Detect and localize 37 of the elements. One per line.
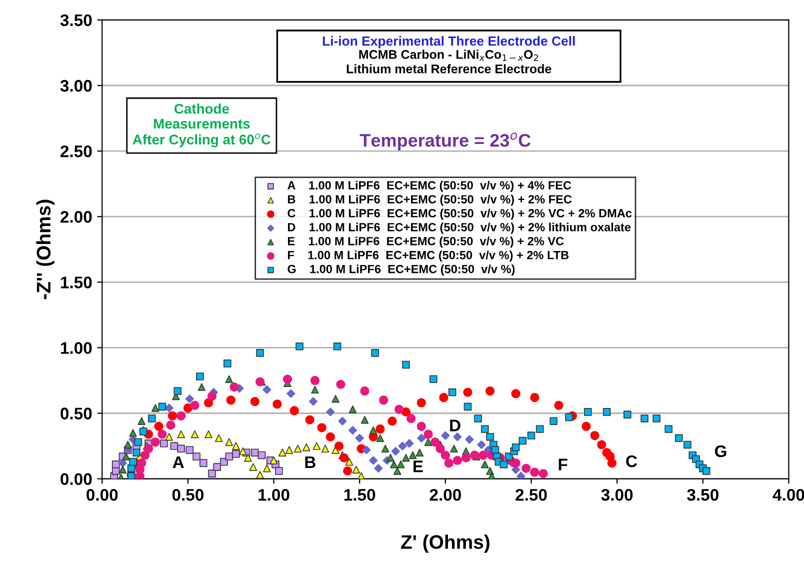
annotation: G [714,445,726,458]
text: MCMB Carbon - LiNi$_{x}$Co$_{1−x}$O$_{2}$ Lithium metal Reference Electrode [346,50,552,74]
y-tick-label: 0.50 [60,408,92,420]
x-tick-label: 2.50 [516,488,547,501]
x-tick-label: 0.00 [86,488,118,501]
y-tick-label: 1.00 [61,342,92,354]
x-tick-label: 3.50 [687,488,718,501]
y-tick-label: 3.00 [60,80,92,92]
legend-label: F 1.00 M LiPF6 EC+EMC (50:50 v/v %) + 2% LTB [288,250,569,262]
y-tick-label: 3.50 [60,14,92,26]
x-tick-label: 4.00 [772,488,804,501]
y-tick-label: 2.50 [60,145,92,158]
legend-label: G 1.00 M LiPF6 EC+EMC (50:50 v/v %) [288,264,515,276]
text: Li-ion Experimental Three Electrode Cell [322,36,575,48]
annotation: D [450,420,460,432]
legend-label: A 1.00 M LiPF6 EC+EMC (50:50 v/v %) + 4% FEC [287,180,572,192]
legend-label: C 1.00 M LiPF6 EC+EMC (50:50 v/v %) + 2% VC + 2% DMAc [288,208,632,220]
legend-label: B 1.00 M LiPF6 EC+EMC (50:50 v/v %) + 2% FEC [288,194,572,206]
annotation: Temperature = 23$^{o}$C [360,132,531,150]
y-tick-label: 0.00 [60,473,92,486]
x-tick-label: 1.00 [258,488,290,501]
x-tick-label: 2.00 [430,488,461,501]
annotation: C [626,455,638,468]
y-tick-label: 2.00 [60,211,92,223]
x-tick-label: 1.50 [344,488,376,501]
annotation: A [172,456,184,468]
legend-label: E 1.00 M LiPF6 EC+EMC (50:50 v/v %) + 2% VC [288,236,564,248]
y-tick-label: 1.50 [61,276,92,288]
x-tick-label: 0.50 [172,488,204,501]
annotation: E [414,460,423,472]
annotation: B [305,456,316,468]
annotation: Cathode Measurements After Cycling at 60$^{o}$C [132,104,270,148]
annotation: F [558,458,568,470]
x-axis-title: Z' (Ohms) [401,534,490,553]
y-axis-title: -Z'' (Ohms) [36,200,54,300]
legend-label: D 1.00 M LiPF6 EC+EMC (50:50 v/v %) + 2% lithium oxalate [288,222,631,234]
x-tick-label: 3.00 [601,488,633,501]
